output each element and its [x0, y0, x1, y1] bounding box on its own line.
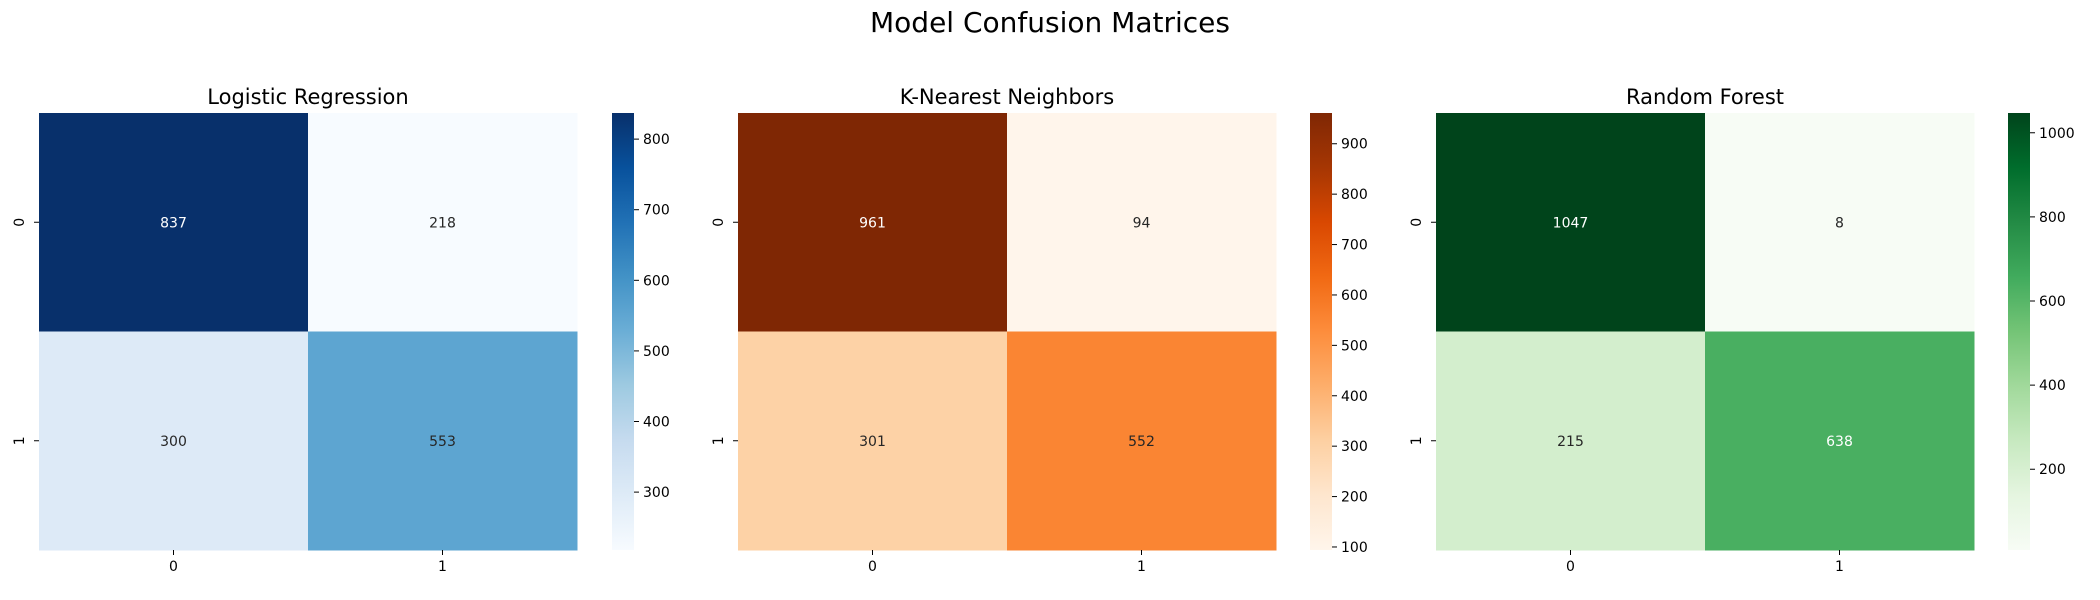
y-tick-label: 0: [1409, 218, 1425, 227]
y-tick-label: 0: [711, 218, 727, 227]
heatmap-cell-1-1: [1705, 331, 1975, 551]
cell-value-0-0: 837: [160, 215, 187, 231]
colorbar-tick-label: 300: [1341, 439, 1368, 455]
colorbar-tick-label: 800: [643, 132, 670, 148]
colorbar-1: [1310, 113, 1332, 550]
x-tick-label: 0: [1566, 559, 1575, 575]
x-tick-label: 1: [1137, 559, 1146, 575]
heatmap-cell-0-0: [738, 113, 1008, 332]
colorbar-tick-label: 500: [1341, 338, 1368, 354]
colorbar-0: [612, 113, 634, 550]
x-tick-label: 1: [438, 559, 447, 575]
colorbar-tick-label: 400: [2039, 378, 2066, 394]
cell-value-1-0: 300: [160, 434, 187, 450]
cell-value-1-0: 301: [859, 434, 886, 450]
colorbar-tick-label: 400: [643, 415, 670, 431]
heatmap-cell-1-0: [1436, 331, 1706, 551]
colorbar-tick-label: 800: [2039, 210, 2066, 226]
x-tick-label: 0: [868, 559, 877, 575]
colorbar-tick-label: 600: [643, 273, 670, 289]
x-tick-label: 1: [1835, 559, 1844, 575]
y-tick-label: 0: [12, 218, 28, 227]
heatmap-cell-1-0: [39, 331, 309, 551]
y-tick-label: 1: [12, 436, 28, 445]
x-tick-label: 0: [169, 559, 178, 575]
heatmap-cell-1-1: [1007, 331, 1277, 551]
heatmap-cell-0-1: [1007, 113, 1277, 332]
chart-2-title: Random Forest: [1626, 85, 1784, 109]
cell-value-0-1: 94: [1133, 215, 1151, 231]
colorbar-tick-label: 100: [1341, 540, 1368, 556]
cell-value-1-0: 215: [1557, 434, 1584, 450]
heatmap-cell-0-1: [1705, 113, 1975, 332]
colorbar-tick-label: 1000: [2039, 126, 2075, 142]
cell-value-1-1: 553: [429, 434, 456, 450]
heatmap-cell-0-0: [1436, 113, 1706, 332]
colorbar-tick-label: 600: [2039, 294, 2066, 310]
y-tick-label: 1: [711, 436, 727, 445]
cell-value-1-1: 638: [1826, 434, 1853, 450]
cell-value-0-1: 8: [1835, 215, 1844, 231]
cell-value-0-0: 961: [859, 215, 886, 231]
heatmap-cell-1-1: [308, 331, 578, 551]
y-tick-label: 1: [1409, 436, 1425, 445]
colorbar-tick-label: 700: [643, 203, 670, 219]
heatmap-cell-0-1: [308, 113, 578, 332]
heatmap-cell-0-0: [39, 113, 309, 332]
heatmap-cell-1-0: [738, 331, 1008, 551]
colorbar-tick-label: 500: [643, 344, 670, 360]
chart-0-title: Logistic Regression: [207, 85, 408, 109]
colorbar-tick-label: 400: [1341, 389, 1368, 405]
colorbar-tick-label: 200: [2039, 462, 2066, 478]
chart-1-title: K-Nearest Neighbors: [900, 85, 1114, 109]
colorbar-tick-label: 600: [1341, 288, 1368, 304]
colorbar-tick-label: 700: [1341, 238, 1368, 254]
colorbar-tick-label: 200: [1341, 490, 1368, 506]
colorbar-tick-label: 800: [1341, 187, 1368, 203]
colorbar-tick-label: 900: [1341, 137, 1368, 153]
colorbar-tick-label: 300: [643, 485, 670, 501]
cell-value-0-0: 1047: [1553, 215, 1589, 231]
figure-title: Model Confusion Matrices: [870, 6, 1230, 39]
cell-value-0-1: 218: [429, 215, 456, 231]
cell-value-1-1: 552: [1128, 434, 1155, 450]
colorbar-2: [2008, 113, 2030, 550]
